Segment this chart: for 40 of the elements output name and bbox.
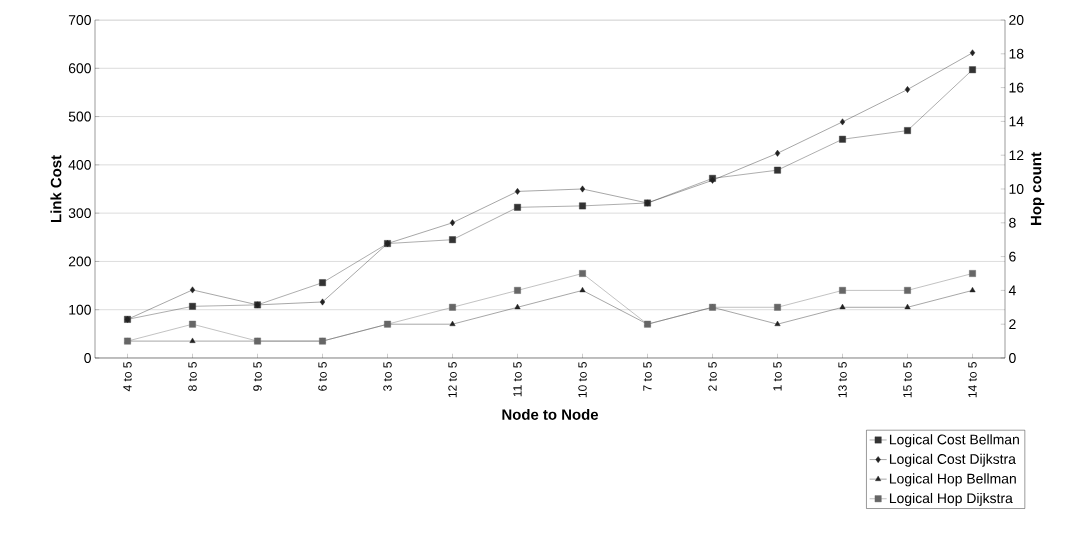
y-tick-label: 700 [68,15,91,25]
x-tick-label: 15 to 5 [903,362,912,398]
y2-tick-label: 8 [1009,217,1016,228]
y2-tick-label: 6 [1009,251,1016,262]
y2-tick-label: 18 [1009,48,1024,59]
y2-tick-label: 2 [1009,319,1016,330]
x-tick-label: 10 to 5 [578,362,587,398]
x-tick-label: 2 to 5 [708,362,717,391]
y2-axis-title: Hop count [1030,152,1045,225]
x-tick-label: 8 to 5 [188,362,197,391]
x-tick-label: 1 to 5 [773,362,782,391]
y2-tick-label: 12 [1009,150,1024,161]
y-tick-label: 0 [84,353,91,363]
legend-label: Logical Cost Dijkstra [889,453,1016,467]
x-tick-label: 11 to 5 [513,362,522,397]
y2-tick-label: 16 [1009,82,1024,93]
x-tick-label: 7 to 5 [643,362,652,391]
y-axis-title: Link Cost [50,155,62,223]
y-tick-label: 200 [68,256,91,267]
y-tick-label: 600 [68,63,91,74]
x-tick-label: 3 to 5 [383,362,392,391]
y2-tick-label: 14 [1009,116,1024,127]
y-tick-label: 500 [68,111,91,122]
y2-tick-label: 20 [1009,15,1024,25]
legend-label: Logical Hop Bellman [889,473,1016,487]
y-tick-label: 400 [68,159,91,170]
x-axis-title: Node to Node [502,408,599,420]
x-tick-label: 13 to 5 [838,362,847,398]
x-tick-label: 4 to 5 [123,362,132,392]
y-tick-label: 300 [68,208,91,219]
y2-tick-label: 4 [1008,285,1016,296]
y-tick-label: 100 [69,304,91,315]
legend-label: Logical Cost Bellman [889,434,1019,448]
legend-label: Logical Hop Dijkstra [889,492,1013,506]
x-tick-label: 14 to 5 [968,362,977,398]
y2-tick-label: 0 [1009,353,1016,363]
x-tick-label: 6 to 5 [318,362,327,391]
y2-tick-label: 10 [1009,184,1024,194]
x-tick-label: 9 to 5 [253,362,262,391]
x-tick-label: 12 to 5 [448,362,457,398]
